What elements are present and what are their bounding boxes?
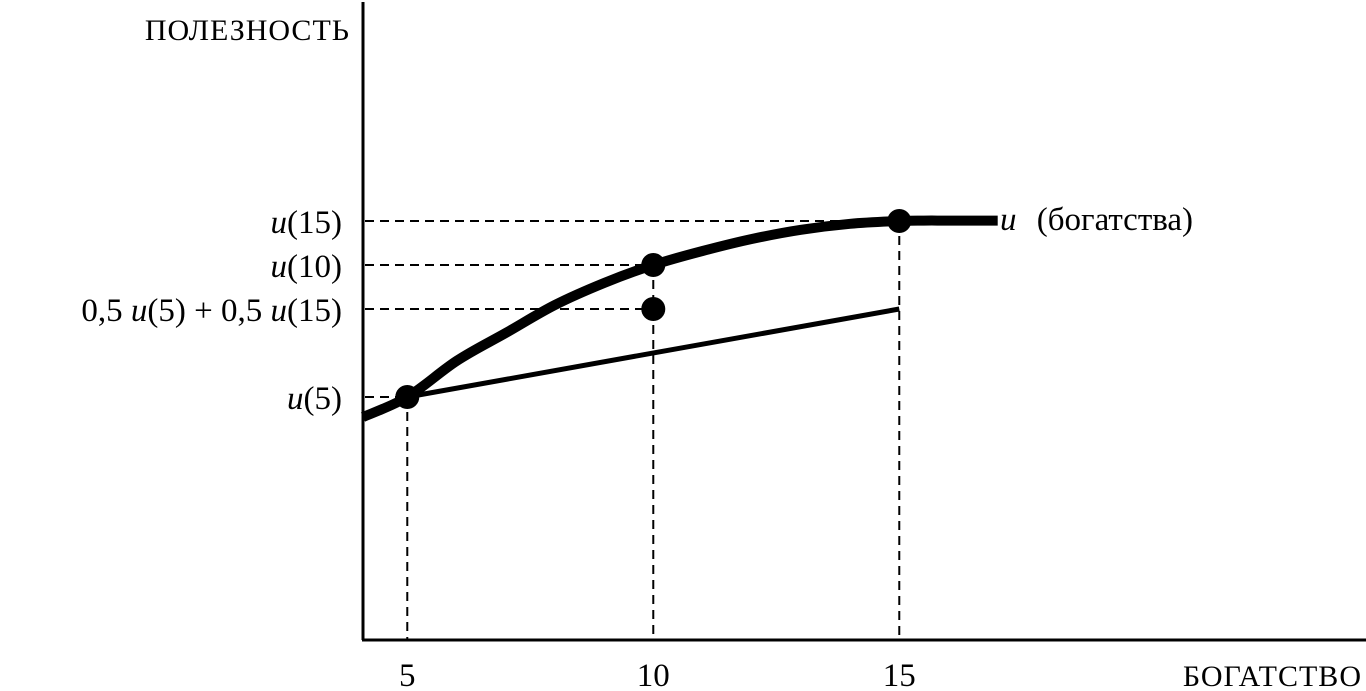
curve-label: u (богатства) <box>1000 202 1193 238</box>
data-point <box>641 253 666 277</box>
y-marker-label: 0,5 u(5) + 0,5 u(15) <box>81 293 342 329</box>
y-marker-label: u(5) <box>287 381 342 417</box>
x-tick-label: 15 <box>883 658 916 691</box>
data-point <box>395 385 420 409</box>
data-points <box>395 209 912 409</box>
guide-lines <box>365 220 901 640</box>
utility-curve <box>360 215 998 422</box>
x-tick-labels: 5 10 15 <box>399 658 916 691</box>
y-marker-label: u(10) <box>271 249 342 285</box>
x-tick-label: 5 <box>399 658 416 691</box>
data-point <box>887 209 912 233</box>
curve-label-u: u <box>1000 202 1017 238</box>
y-marker-labels: u(15) u(10) 0,5 u(5) + 0,5 u(15) u(5) <box>81 205 342 417</box>
y-axis-title: ПОЛЕЗНОСТЬ <box>145 14 350 47</box>
x-tick-label: 10 <box>637 658 670 691</box>
x-axis-title: БОГАТСТВО <box>1183 660 1362 691</box>
curve-label-rest: (богатства) <box>1037 202 1193 238</box>
chord-line <box>406 306 900 400</box>
y-marker-label: u(15) <box>271 205 342 241</box>
data-point <box>641 297 666 321</box>
